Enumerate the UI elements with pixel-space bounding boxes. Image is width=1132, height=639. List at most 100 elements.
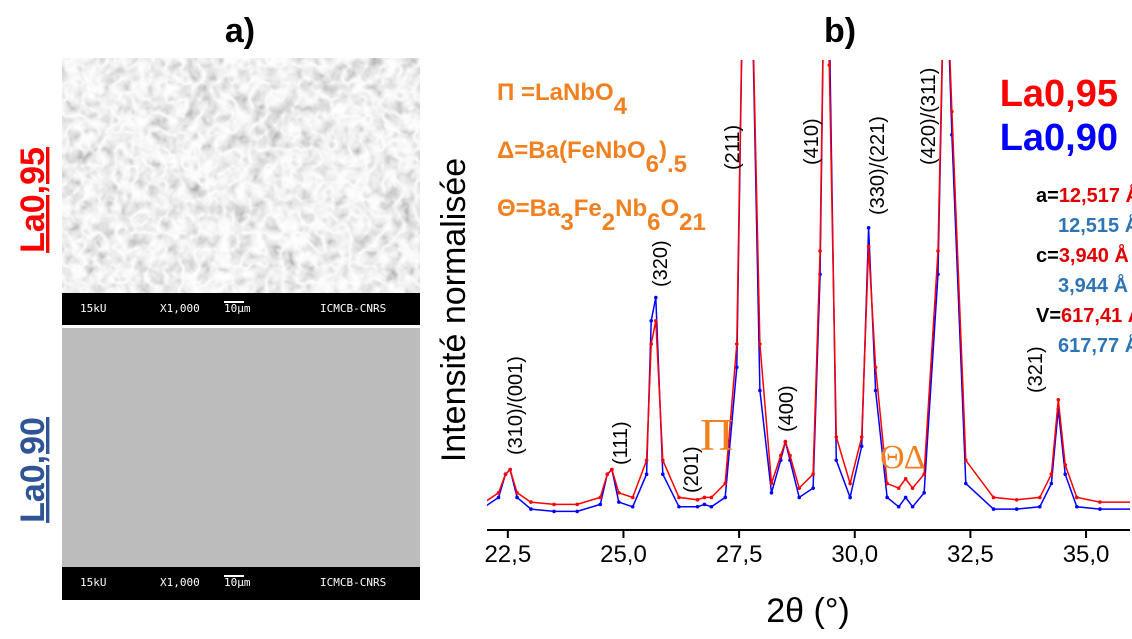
formula: Δ=Ba(FeNbO <box>497 137 646 164</box>
formula: Π =LaNbO <box>497 79 614 106</box>
peak-label: (420)/(311) <box>918 68 940 165</box>
data-point <box>811 486 815 490</box>
data-point <box>903 477 908 481</box>
data-point <box>702 495 707 500</box>
data-point <box>605 472 610 477</box>
sem-info: 15kU <box>80 302 107 315</box>
data-point <box>496 495 501 500</box>
data-point <box>695 497 700 502</box>
data-point <box>483 505 487 509</box>
peak-label: (330)/(221) <box>867 116 889 215</box>
data-point <box>788 453 792 458</box>
data-point <box>1098 500 1102 504</box>
series-line <box>487 60 1130 506</box>
subscript: 6 <box>647 209 660 236</box>
data-point <box>709 504 714 509</box>
y-axis-label: Intensité normalisée <box>435 158 473 462</box>
sem-info-bar <box>62 293 420 325</box>
data-point <box>483 500 487 504</box>
plot-area <box>483 60 1130 514</box>
formula: ) <box>659 137 667 164</box>
sample-label: La0,90 <box>14 417 52 523</box>
sem-image <box>62 58 420 293</box>
data-point <box>610 467 614 472</box>
data-point <box>991 495 996 500</box>
data-point <box>654 318 658 323</box>
peak-label: (211) <box>722 125 744 170</box>
data-point <box>508 467 512 472</box>
data-point <box>1014 507 1019 511</box>
data-point <box>1037 504 1042 509</box>
data-point <box>709 495 714 500</box>
data-point <box>598 502 603 507</box>
data-point <box>873 388 878 393</box>
phase-legend: Π =LaNbO4 <box>497 79 628 120</box>
data-point <box>936 249 940 253</box>
data-point <box>515 495 519 500</box>
data-point <box>515 491 519 495</box>
param-value: 12,517 Å <box>1059 183 1132 207</box>
data-point <box>848 481 852 486</box>
data-point <box>630 495 635 500</box>
data-point <box>649 342 654 346</box>
x-tick-label: 25,0 <box>600 541 647 568</box>
phase-legend: Δ=Ba(FeNbO6).5 <box>497 137 687 178</box>
param-name: a= <box>1036 185 1059 207</box>
x-tick-label: 30,0 <box>831 541 878 568</box>
data-point <box>859 435 864 439</box>
param-value: 3,940 Å <box>1059 243 1129 267</box>
data-point <box>811 472 815 477</box>
peak-label: (400) <box>776 385 798 432</box>
data-point <box>677 495 681 500</box>
x-tick-label: 22,5 <box>484 541 531 568</box>
subscript: .5 <box>667 151 687 178</box>
data-point <box>529 507 533 511</box>
data-point <box>1014 497 1019 502</box>
data-point <box>734 365 739 370</box>
peak-label: (310)/(001) <box>505 356 527 455</box>
data-point <box>783 439 788 444</box>
lattice-param: c=3,940 Å <box>1036 243 1129 267</box>
data-point <box>617 500 621 504</box>
peak-label: (111) <box>610 421 632 465</box>
legend-entry: La0,90 <box>1000 117 1118 159</box>
data-point <box>885 481 889 486</box>
data-point <box>963 458 968 463</box>
panel-label: b) <box>824 12 856 50</box>
data-point <box>734 342 739 346</box>
formula: O <box>660 195 679 222</box>
formula: Θ=Ba <box>497 195 561 222</box>
data-point <box>834 458 839 463</box>
sem-info: ICMCB-CNRS <box>320 302 386 315</box>
x-tick-label: 32,5 <box>947 541 994 568</box>
data-point <box>797 495 802 500</box>
data-point <box>1063 472 1068 477</box>
data-point <box>896 486 901 490</box>
data-point <box>950 109 954 114</box>
data-point <box>723 481 728 486</box>
data-point <box>1056 398 1061 402</box>
sem-info-bar <box>62 567 420 600</box>
data-point <box>702 502 707 507</box>
lattice-param: a=12,517 Å <box>1036 183 1132 207</box>
peak-label: (201) <box>681 446 703 493</box>
phase-legend: Θ=Ba3Fe2Nb6O21 <box>497 195 706 236</box>
peak-label: (320) <box>650 240 672 287</box>
data-point <box>660 458 665 463</box>
data-point <box>677 504 681 509</box>
data-point <box>834 435 839 439</box>
data-point <box>1075 504 1079 509</box>
data-point <box>866 225 871 230</box>
param-value: 617,41 Å³ <box>1061 303 1132 327</box>
subscript: 21 <box>679 209 706 236</box>
param-value: 12,515 Å <box>1058 213 1132 237</box>
data-point <box>848 495 852 500</box>
x-tick-label: 27,5 <box>716 541 763 568</box>
param-name: V= <box>1036 305 1061 327</box>
formula: Nb <box>615 195 647 222</box>
subscript: 6 <box>646 151 659 178</box>
legend-entry: La0,95 <box>1000 73 1118 115</box>
data-point <box>1037 495 1042 500</box>
data-point <box>1049 481 1054 486</box>
